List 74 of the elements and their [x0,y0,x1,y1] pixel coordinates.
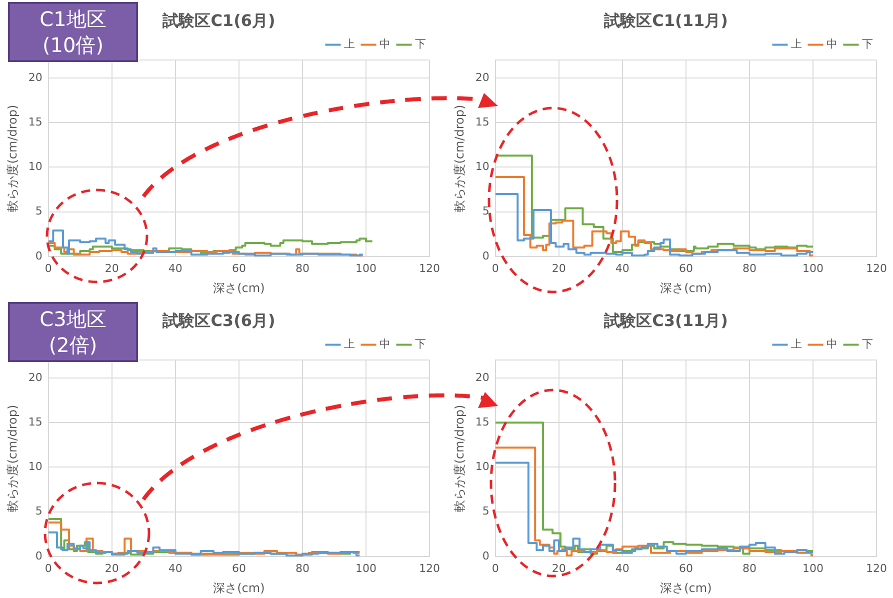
x-tick-label: 60 [232,262,246,275]
legend-label: 中 [380,338,390,351]
y-tick-label: 20 [475,70,490,84]
y-tick-label: 15 [475,415,490,428]
legend-label: 下 [415,38,426,51]
x-tick-label: 100 [355,562,376,575]
x-tick-label: 120 [866,262,887,275]
legend-label: 中 [826,38,838,51]
y-tick-label: 5 [35,504,42,518]
y-axis-title: 軟らか度(cm/drop) [5,404,20,512]
y-tick-label: 15 [28,115,42,128]
y-tick-label: 10 [28,160,42,174]
chart-title: 試験区C1(11月) [603,10,728,30]
y-axis-title: 軟らか度(cm/drop) [5,104,20,212]
text: C3地区 (2倍) [8,302,138,362]
legend-label: 上 [344,38,355,51]
legend-label: 下 [862,38,873,51]
x-tick-label: 0 [492,562,499,575]
x-axis-title: 深さ(cm) [213,580,265,595]
x-tick-label: 120 [419,562,440,575]
x-tick-label: 40 [615,262,630,275]
y-tick-label: 5 [35,204,42,218]
legend-label: 下 [415,338,426,351]
x-tick-label: 0 [44,262,52,275]
x-tick-label: 80 [742,562,756,575]
y-tick-label: 20 [28,70,42,84]
x-tick-label: 100 [355,262,376,275]
chart-title: 試験区C3(6月) [162,310,276,330]
y-axis-title: 軟らか度(cm/drop) [452,404,466,512]
chart-title: 試験区C3(11月) [603,310,728,330]
x-tick-label: 60 [232,562,246,575]
x-tick-label: 20 [104,262,119,275]
legend-label: 上 [344,338,355,351]
y-tick-label: 10 [475,460,490,474]
y-tick-label: 15 [28,415,42,428]
x-tick-label: 80 [742,262,756,275]
x-tick-label: 120 [866,562,887,575]
text: C1地区 (10倍) [8,2,138,62]
y-tick-label: 20 [475,370,490,384]
y-tick-label: 0 [35,549,42,562]
legend-label: 上 [791,338,802,351]
x-tick-label: 40 [168,562,182,575]
y-tick-label: 5 [482,504,490,518]
y-tick-label: 0 [482,549,490,562]
x-tick-label: 20 [552,562,566,575]
y-axis-title: 軟らか度(cm/drop) [452,104,466,212]
x-tick-label: 60 [678,262,693,275]
x-tick-label: 0 [44,562,52,575]
x-axis-title: 深さ(cm) [660,280,712,295]
x-tick-label: 120 [419,262,440,275]
x-tick-label: 0 [492,262,499,275]
x-tick-label: 80 [295,262,310,275]
x-tick-label: 20 [552,262,566,275]
x-tick-label: 40 [168,262,182,275]
y-tick-label: 15 [475,115,490,128]
x-tick-label: 40 [615,562,630,575]
y-tick-label: 0 [35,249,42,262]
x-axis-title: 深さ(cm) [660,580,712,595]
x-tick-label: 100 [802,562,824,575]
y-tick-label: 20 [28,370,42,384]
legend-label: 中 [826,338,838,351]
x-tick-label: 100 [802,262,824,275]
x-tick-label: 60 [678,562,693,575]
y-tick-label: 10 [28,460,42,474]
legend-label: 下 [862,338,873,351]
legend-label: 上 [791,38,802,51]
y-tick-label: 10 [475,160,490,174]
x-axis-title: 深さ(cm) [213,280,265,295]
x-tick-label: 80 [295,562,310,575]
chart-title: 試験区C1(6月) [162,10,276,30]
y-tick-label: 5 [482,204,490,218]
legend-label: 中 [380,38,390,51]
y-tick-label: 0 [482,249,490,262]
x-tick-label: 20 [104,562,119,575]
